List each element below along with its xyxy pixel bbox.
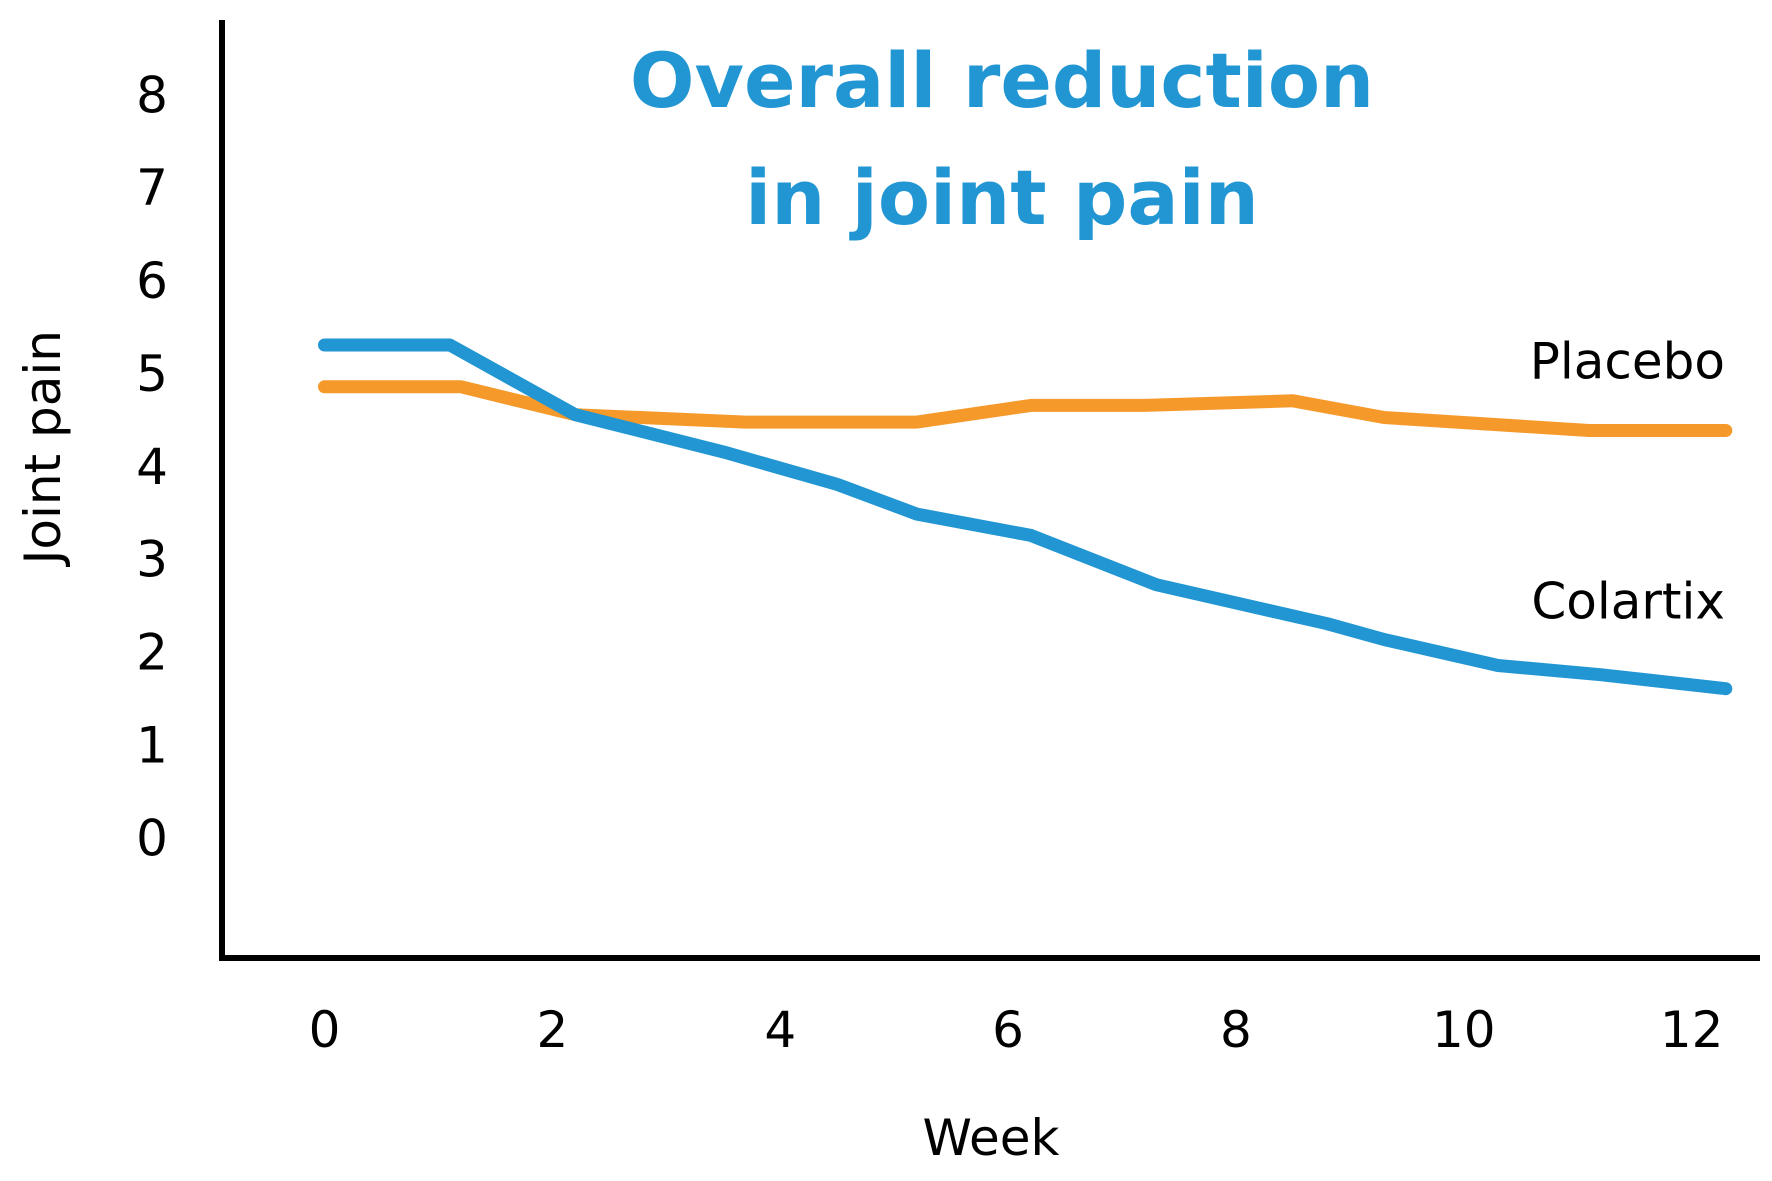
x-axis-label: Week: [923, 1109, 1060, 1167]
y-tick-label: 1: [136, 716, 168, 774]
x-tick-label: 10: [1432, 1001, 1496, 1059]
x-tick-label: 4: [764, 1001, 796, 1059]
x-axis-ticks: 0 2 4 6 8 10 12: [309, 1001, 1724, 1059]
x-tick-label: 0: [309, 1001, 341, 1059]
series-label-placebo: Placebo: [1530, 332, 1725, 390]
y-tick-label: 0: [136, 809, 168, 867]
x-tick-label: 2: [536, 1001, 568, 1059]
y-axis-ticks: 0 1 2 3 4 5 6 7 8: [136, 66, 168, 867]
y-tick-label: 8: [136, 66, 168, 124]
series-lines: [318, 338, 1733, 696]
y-tick-label: 5: [136, 345, 168, 403]
y-tick-label: 2: [136, 624, 168, 682]
series-labels: Placebo Colartix: [1530, 332, 1725, 630]
chart-title: Overall reduction in joint pain: [630, 36, 1374, 242]
series-line-placebo: [318, 380, 1733, 437]
x-tick-label: 8: [1220, 1001, 1252, 1059]
y-axis-label: Joint pain: [14, 330, 72, 567]
series-label-colartix: Colartix: [1531, 573, 1725, 631]
x-tick-label: 6: [992, 1001, 1024, 1059]
y-tick-label: 7: [136, 159, 168, 217]
y-tick-label: 6: [136, 252, 168, 310]
y-tick-label: 4: [136, 438, 168, 496]
x-tick-label: 12: [1660, 1001, 1724, 1059]
y-tick-label: 3: [136, 531, 168, 589]
chart-title-line: Overall reduction: [630, 36, 1374, 125]
series-line-colartix: [318, 338, 1733, 696]
chart-title-line: in joint pain: [745, 153, 1259, 242]
